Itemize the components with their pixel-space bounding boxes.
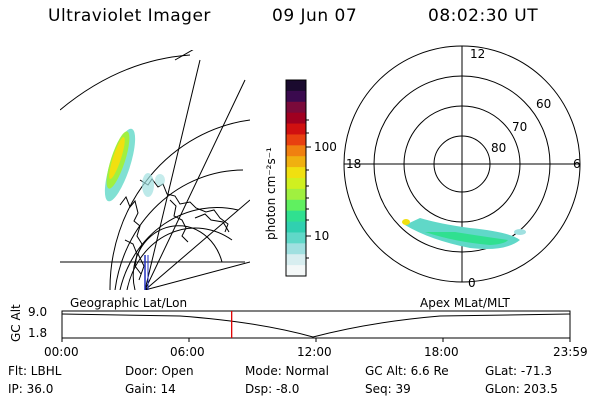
geographic-map	[60, 50, 250, 290]
colorbar-segment	[286, 123, 306, 135]
lat-label-80: 80	[491, 141, 507, 155]
date-label: 09 Jun 07	[272, 6, 358, 26]
colorbar-segment	[286, 134, 306, 146]
seq-info: Seq: 39	[365, 382, 411, 396]
colorbar-segment	[286, 101, 306, 114]
timeline-ticks	[61, 338, 571, 342]
geo-latlon-label: Geographic Lat/Lon	[70, 296, 188, 310]
colorbar-ticks	[306, 119, 311, 259]
x-tick-2359: 23:59	[553, 345, 588, 359]
glon-info: GLon: 203.5	[485, 382, 558, 396]
gc-alt-axis-title: GC Alt	[9, 304, 23, 342]
instrument-title: Ultraviolet Imager	[48, 6, 211, 26]
colorbar-segment	[286, 188, 306, 201]
colorbar-segment	[286, 254, 306, 266]
x-tick-1200: 12:00	[297, 345, 332, 359]
colorbar-frame	[285, 79, 307, 277]
polar-plot	[343, 45, 581, 283]
mlt-label-12: 12	[470, 47, 486, 61]
lat-label-60: 60	[536, 97, 552, 111]
filter-info: Flt: LBHL	[8, 364, 62, 378]
colorbar-segment	[286, 112, 306, 125]
colorbar	[286, 80, 306, 277]
colorbar-segment	[286, 232, 306, 244]
colorbar-tick-10: 10	[314, 229, 330, 243]
door-info: Door: Open	[125, 364, 194, 378]
mlt-label-18: 18	[346, 157, 362, 171]
colorbar-segment	[286, 265, 306, 277]
lat-label-70: 70	[512, 120, 528, 134]
aurora-left	[104, 128, 165, 290]
gc-alt-info: GC Alt: 6.6 Re	[365, 364, 449, 378]
colorbar-segment	[286, 199, 306, 212]
apex-mlat-label: Apex MLat/MLT	[420, 296, 510, 310]
colorbar-segment	[286, 221, 306, 233]
mlt-label-0: 0	[468, 276, 476, 290]
colorbar-segment	[286, 243, 306, 255]
altitude-curve	[61, 313, 571, 338]
mlt-label-6: 6	[573, 157, 581, 171]
colorbar-segment	[286, 167, 306, 179]
x-tick-1800: 18:00	[424, 345, 459, 359]
colorbar-segment	[286, 90, 306, 103]
colorbar-tick-100: 100	[314, 140, 337, 154]
colorbar-segment	[286, 145, 306, 157]
x-tick-0000: 00:00	[44, 345, 79, 359]
colorbar-segment	[286, 80, 306, 92]
gain-info: Gain: 14	[125, 382, 176, 396]
colorbar-unit-label: photon cm⁻²s⁻¹	[264, 147, 278, 240]
y-tick-1-8: 1.8	[28, 326, 48, 340]
x-tick-0600: 06:00	[170, 345, 205, 359]
time-label: 08:02:30 UT	[428, 6, 539, 26]
ip-info: IP: 36.0	[8, 382, 54, 396]
mode-info: Mode: Normal	[245, 364, 329, 378]
aurora-polar	[402, 218, 526, 249]
glat-info: GLat: -71.3	[485, 364, 552, 378]
dsp-info: Dsp: -8.0	[245, 382, 300, 396]
y-tick-9: 9.0	[28, 305, 48, 319]
colorbar-segment	[286, 178, 306, 190]
colorbar-segment	[286, 156, 306, 168]
colorbar-segment	[286, 210, 306, 223]
